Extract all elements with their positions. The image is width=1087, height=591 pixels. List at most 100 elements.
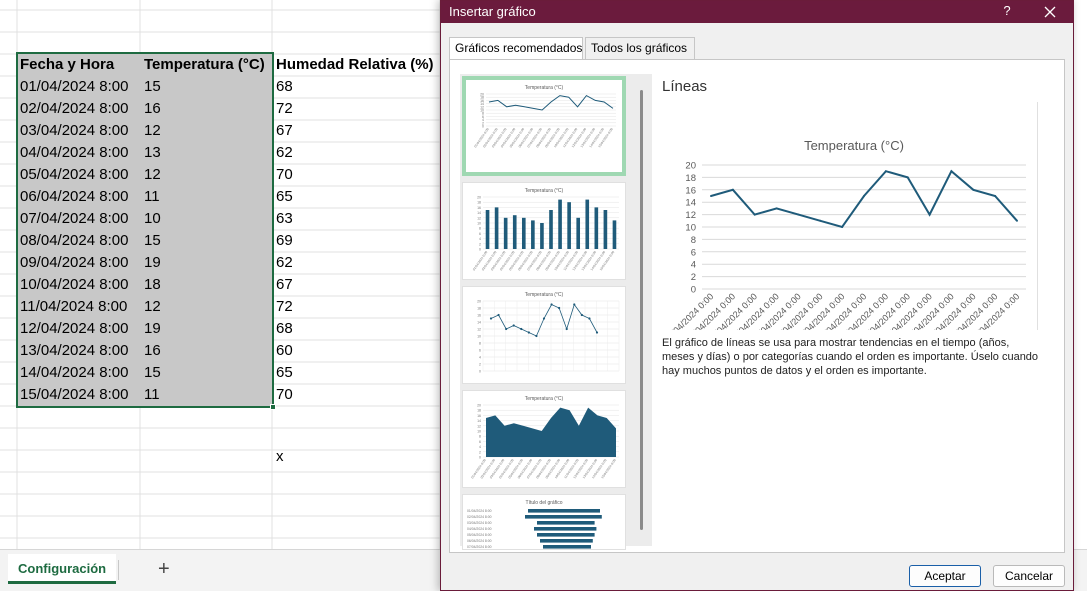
data-point <box>710 195 712 197</box>
cell-date[interactable]: 15/04/2024 8:00 <box>20 386 129 403</box>
header-cell-date[interactable]: Fecha y Hora <box>20 56 115 73</box>
thumb-y-tick: 18 <box>477 409 481 413</box>
data-point <box>819 219 822 222</box>
thumb-point <box>558 306 561 310</box>
cell-date[interactable]: 10/04/2024 8:00 <box>20 276 129 293</box>
data-point <box>928 213 931 216</box>
cell-temperature[interactable]: 12 <box>144 298 161 315</box>
thumb-y-tick: 6 <box>479 440 481 444</box>
cell-temperature[interactable]: 10 <box>144 210 161 227</box>
thumb-area <box>486 407 616 457</box>
cell-humidity[interactable]: 68 <box>276 320 293 337</box>
cell-humidity[interactable]: 62 <box>276 144 293 161</box>
thumb-hbar <box>534 527 597 531</box>
cell-temperature[interactable]: 19 <box>144 320 161 337</box>
thumb-title: Temperatura (°C) <box>525 188 564 194</box>
add-sheet-button[interactable]: + <box>158 558 170 580</box>
thumb-y-tick: 07/04/2024 8:00 <box>467 545 492 549</box>
cell-date[interactable]: 13/04/2024 8:00 <box>20 342 129 359</box>
thumb-y-tick: 6 <box>482 115 484 119</box>
thumb-point <box>550 303 553 306</box>
thumb-line-chart[interactable]: Temperatura (°C) 0 2 4 6 8 10 12 14 16 18 20 01/04/2… <box>462 76 626 176</box>
thumb-column-chart[interactable]: Temperatura (°C) 0 2 4 6 8 10 12 14 16 18 20 01/04/2… <box>462 182 626 280</box>
cell-humidity[interactable]: 72 <box>276 100 293 117</box>
accept-button[interactable]: Aceptar <box>909 565 981 587</box>
tab-all-charts[interactable]: Todos los gráficos <box>585 37 695 59</box>
fill-handle[interactable] <box>270 404 276 410</box>
cell-temperature[interactable]: 12 <box>144 122 161 139</box>
cell-humidity[interactable]: 69 <box>276 232 293 249</box>
thumb-area-chart[interactable]: Temperatura (°C) 0 2 4 6 8 10 12 14 16 18 20 01/04/2… <box>462 390 626 488</box>
thumb-bar-chart[interactable]: Título del gráfico 01/04/2024 8:00 02/04/2… <box>462 494 626 550</box>
y-tick-label: 16 <box>685 185 696 196</box>
close-icon[interactable] <box>1039 1 1061 23</box>
cell-date[interactable]: 02/04/2024 8:00 <box>20 100 129 117</box>
y-tick-label: 6 <box>691 247 696 258</box>
cell-humidity[interactable]: 67 <box>276 276 293 293</box>
thumb-point <box>520 327 523 331</box>
thumb-scatter-line-chart[interactable]: Temperatura (°C) 0 2 4 6 8 10 12 14 16 18 20 <box>462 286 626 384</box>
cell-date[interactable]: 04/04/2024 8:00 <box>20 144 129 161</box>
cell-humidity[interactable]: 65 <box>276 364 293 381</box>
cell-date[interactable]: 06/04/2024 8:00 <box>20 188 129 205</box>
chart-thumbnail-list[interactable]: Temperatura (°C) 0 2 4 6 8 10 12 14 16 18 20 01/04/2… <box>460 74 652 550</box>
cell-temperature[interactable]: 19 <box>144 254 161 271</box>
help-button[interactable]: ? <box>1003 3 1011 18</box>
thumb-y-tick: 4 <box>479 445 481 449</box>
cell-temperature[interactable]: 18 <box>144 276 161 293</box>
thumb-title: Temperatura (°C) <box>525 85 564 91</box>
cell-date[interactable]: 09/04/2024 8:00 <box>20 254 129 271</box>
thumb-y-tick: 05/04/2024 8:00 <box>467 533 492 537</box>
cell-humidity[interactable]: 65 <box>276 188 293 205</box>
thumb-bar <box>585 199 590 249</box>
cell-humidity[interactable]: 68 <box>276 78 293 95</box>
thumb-y-tick: 14 <box>477 419 481 423</box>
thumb-bar <box>594 207 599 249</box>
header-cell-temperature[interactable]: Temperatura (°C) <box>144 56 265 73</box>
cell-temperature[interactable]: 13 <box>144 144 161 161</box>
cell-temperature[interactable]: 11 <box>144 188 160 205</box>
cell-date[interactable]: 03/04/2024 8:00 <box>20 122 129 139</box>
selection-range[interactable] <box>16 52 274 408</box>
data-point <box>797 213 800 216</box>
cell-date[interactable]: 08/04/2024 8:00 <box>20 232 129 249</box>
cell-date[interactable]: 12/04/2024 8:00 <box>20 320 129 337</box>
cell-date[interactable]: 11/04/2024 8:00 <box>20 298 128 315</box>
thumb-y-tick: 16 <box>477 314 481 318</box>
cell-temperature[interactable]: 15 <box>144 78 161 95</box>
preview-chart-type: Líneas <box>662 78 708 95</box>
sheet-tab-configuracion[interactable]: Configuración <box>8 554 117 584</box>
thumbnail-scrollbar[interactable] <box>640 90 643 530</box>
cell-humidity[interactable]: 67 <box>276 122 293 139</box>
cell-temperature[interactable]: 12 <box>144 166 161 183</box>
cancel-button[interactable]: Cancelar <box>993 565 1065 587</box>
data-point <box>950 170 953 173</box>
cell-temperature[interactable]: 16 <box>144 342 161 359</box>
cell-humidity[interactable]: 72 <box>276 298 293 315</box>
tab-recommended-charts[interactable]: Gráficos recomendados <box>449 37 583 60</box>
thumb-y-tick: 0 <box>482 125 484 129</box>
header-cell-humidity[interactable]: Humedad Relativa (%) <box>276 56 434 73</box>
cell-date[interactable]: 05/04/2024 8:00 <box>20 166 129 183</box>
cell-humidity[interactable]: 70 <box>276 386 293 403</box>
cell-humidity[interactable]: 62 <box>276 254 293 271</box>
thumb-bar <box>503 217 508 249</box>
cell-temperature[interactable]: 15 <box>144 364 161 381</box>
cell-temperature[interactable]: 15 <box>144 232 161 249</box>
cell-date[interactable]: 14/04/2024 8:00 <box>20 364 129 381</box>
thumb-y-tick: 20 <box>477 404 481 408</box>
cell-humidity[interactable]: 63 <box>276 210 293 227</box>
thumb-hbar <box>543 545 591 549</box>
cell-date[interactable]: 07/04/2024 8:00 <box>20 210 129 227</box>
thumb-y-tick: 4 <box>479 237 481 241</box>
cell-humidity[interactable]: 60 <box>276 342 293 359</box>
cell-date[interactable]: 01/04/2024 8:00 <box>20 78 129 95</box>
y-tick-label: 4 <box>691 260 696 271</box>
data-point <box>1016 219 1018 222</box>
cell-humidity[interactable]: 70 <box>276 166 293 183</box>
stray-cell-x[interactable]: x <box>276 448 284 465</box>
cell-temperature[interactable]: 11 <box>144 386 160 403</box>
thumb-y-tick: 8 <box>479 435 481 439</box>
cell-temperature[interactable]: 16 <box>144 100 161 117</box>
